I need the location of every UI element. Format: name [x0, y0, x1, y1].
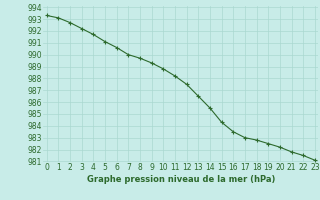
X-axis label: Graphe pression niveau de la mer (hPa): Graphe pression niveau de la mer (hPa) [87, 175, 275, 184]
